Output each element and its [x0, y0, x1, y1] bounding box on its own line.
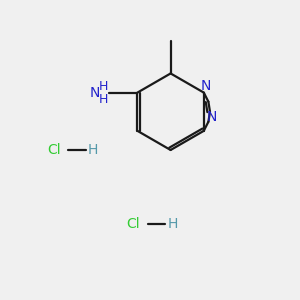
Text: N: N — [206, 110, 217, 124]
Text: H: H — [99, 93, 108, 106]
Text: H: H — [99, 80, 108, 93]
Text: H: H — [167, 217, 178, 231]
Text: N: N — [90, 85, 101, 100]
Text: H: H — [88, 143, 98, 157]
Text: Cl: Cl — [126, 217, 140, 231]
Text: Cl: Cl — [47, 143, 61, 157]
Text: N: N — [201, 79, 211, 93]
